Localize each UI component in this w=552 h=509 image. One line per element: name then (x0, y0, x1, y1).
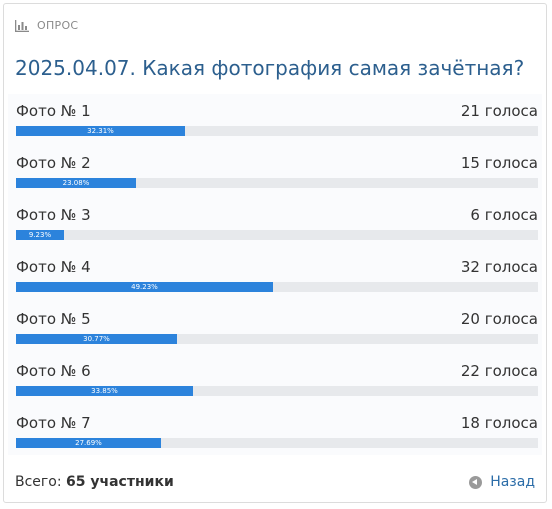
progress-track: 32.31% (16, 126, 538, 136)
poll-option-row: Фото № 1 21 голоса 32.31% (16, 94, 538, 146)
progress-percent-label: 33.85% (91, 387, 118, 395)
progress-percent-label: 9.23% (28, 231, 52, 239)
progress-track: 23.08% (16, 178, 538, 188)
poll-option-label: Фото № 3 (16, 206, 91, 224)
total-value: 65 участники (66, 474, 174, 490)
progress-fill (16, 334, 177, 344)
progress-percent-label: 27.69% (75, 439, 102, 447)
poll-header: ОПРОС (15, 19, 78, 32)
poll-option-votes: 18 голоса (460, 414, 538, 432)
bar-chart-icon (15, 19, 29, 32)
poll-option-row: Фото № 3 6 голоса 9.23% (16, 198, 538, 250)
poll-option-label: Фото № 7 (16, 414, 91, 432)
poll-results: Фото № 1 21 голоса 32.31% Фото № 2 15 голоса… (8, 94, 542, 455)
progress-track: 9.23% (16, 230, 538, 240)
poll-option-label: Фото № 5 (16, 310, 91, 328)
progress-track: 49.23% (16, 282, 538, 292)
progress-fill (16, 230, 64, 240)
total-prefix: Всего: (15, 474, 67, 490)
poll-card: ОПРОС 2025.04.07. Какая фотография самая… (3, 3, 547, 503)
poll-option-votes: 32 голоса (460, 258, 538, 276)
poll-option-votes: 15 голоса (460, 154, 538, 172)
back-label: Назад (490, 474, 535, 490)
poll-option-row: Фото № 2 15 голоса 23.08% (16, 146, 538, 198)
poll-option-votes: 21 голоса (460, 102, 538, 120)
progress-fill (16, 178, 136, 188)
progress-fill (16, 438, 161, 448)
total-participants: Всего: 65 участники (15, 474, 174, 490)
back-link[interactable]: Назад (469, 474, 535, 490)
progress-fill (16, 282, 273, 292)
poll-option-votes: 22 голоса (460, 362, 538, 380)
circle-arrow-left-icon (469, 475, 483, 489)
poll-option-label: Фото № 4 (16, 258, 91, 276)
poll-option-row: Фото № 5 20 голоса 30.77% (16, 302, 538, 354)
poll-title: 2025.04.07. Какая фотография самая зачёт… (15, 56, 525, 80)
progress-fill (16, 126, 185, 136)
poll-option-label: Фото № 1 (16, 102, 91, 120)
poll-option-votes: 6 голоса (470, 206, 538, 224)
poll-option-row: Фото № 6 22 голоса 33.85% (16, 354, 538, 406)
progress-percent-label: 49.23% (131, 283, 158, 291)
progress-track: 27.69% (16, 438, 538, 448)
progress-percent-label: 30.77% (83, 335, 110, 343)
poll-option-votes: 20 голоса (460, 310, 538, 328)
poll-option-label: Фото № 6 (16, 362, 91, 380)
poll-option-row: Фото № 4 32 голоса 49.23% (16, 250, 538, 302)
progress-percent-label: 23.08% (62, 179, 90, 187)
poll-option-row: Фото № 7 18 голоса 27.69% (16, 406, 538, 458)
progress-percent-label: 32.31% (87, 127, 114, 135)
progress-fill (16, 386, 193, 396)
poll-option-label: Фото № 2 (16, 154, 91, 172)
poll-header-label: ОПРОС (37, 19, 79, 32)
progress-track: 30.77% (16, 334, 538, 344)
progress-track: 33.85% (16, 386, 538, 396)
